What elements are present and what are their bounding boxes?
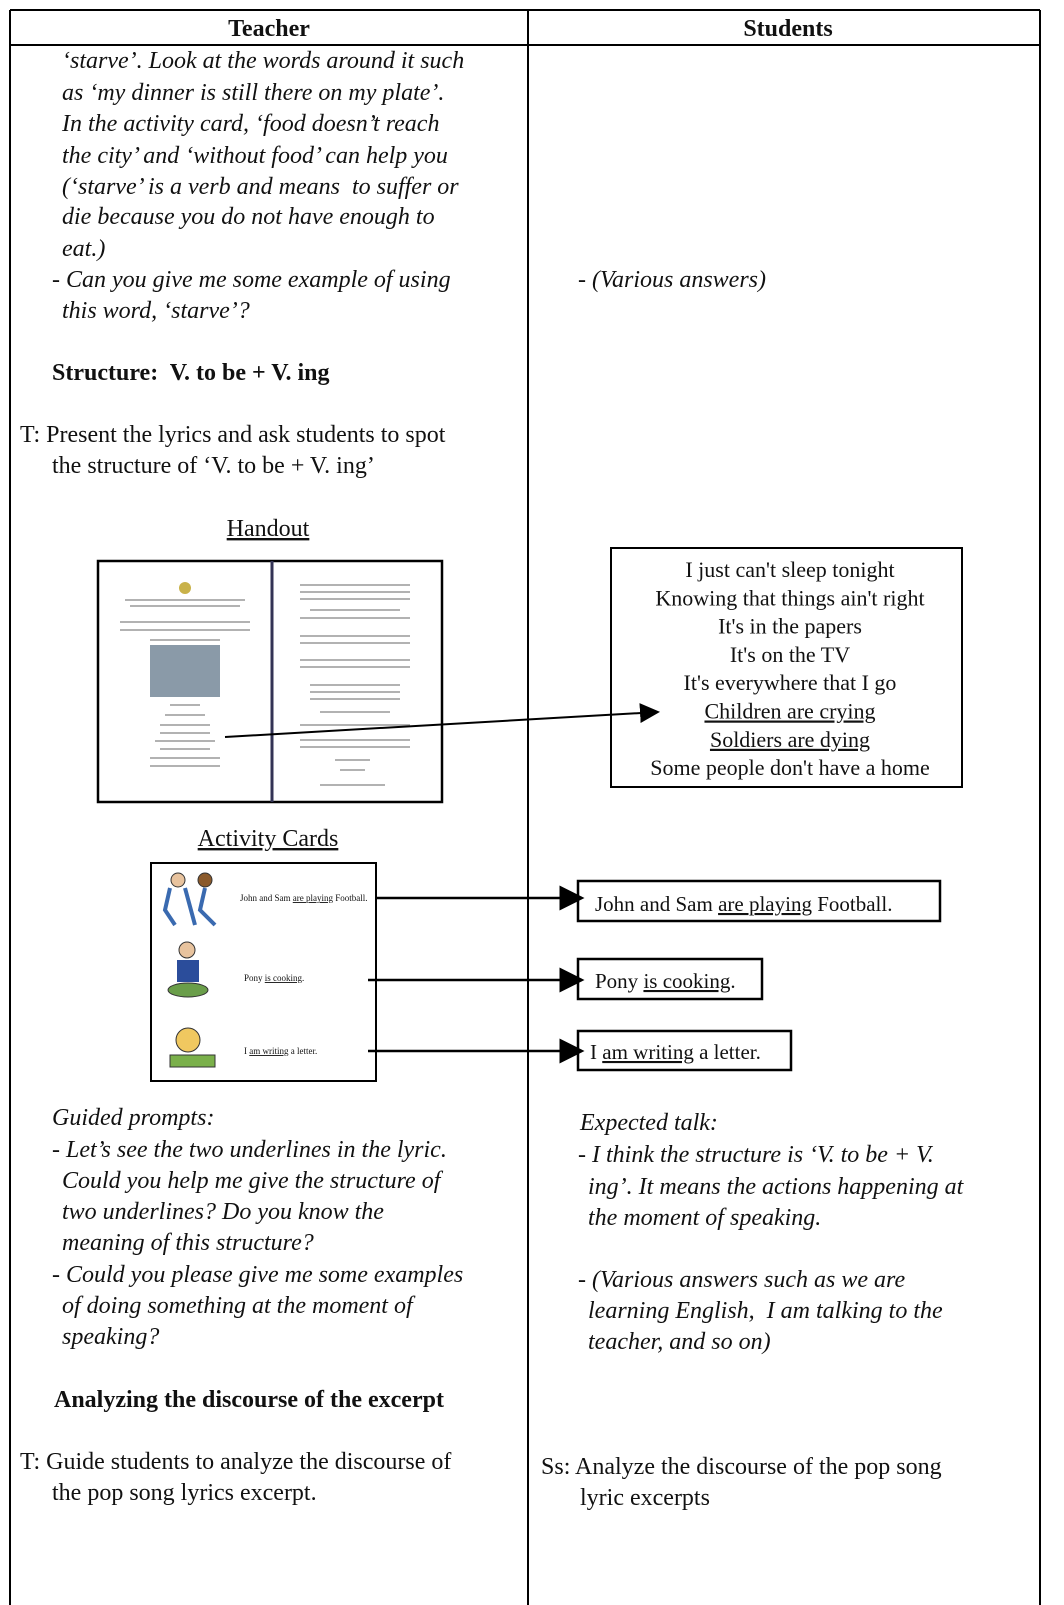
answer-text: Pony is cooking. xyxy=(595,969,736,993)
text-line: the moment of speaking. xyxy=(588,1205,821,1231)
text-line: the pop song lyrics excerpt. xyxy=(52,1480,317,1506)
text-line: I just can't sleep tonight xyxy=(685,557,894,582)
text-segment: is cooking xyxy=(265,973,303,983)
text-line: ing’. It means the actions happening at xyxy=(588,1174,965,1200)
text-line: - (Various answers such as we are xyxy=(578,1267,905,1293)
text-line: Children are crying xyxy=(704,699,875,724)
text-line: of doing something at the moment of xyxy=(62,1293,416,1319)
card-text: I am writing a letter. xyxy=(244,1046,317,1056)
text-line: It's everywhere that I go xyxy=(684,670,897,695)
text-line: (‘starve’ is a verb and means to suffer … xyxy=(62,174,459,200)
text-segment: John and Sam xyxy=(240,893,293,903)
text-segment: am writing xyxy=(249,1046,289,1056)
text-line: Activity Cards xyxy=(198,826,339,852)
text-line: Ss: Analyze the discourse of the pop son… xyxy=(541,1454,942,1480)
text-line: meaning of this structure? xyxy=(62,1230,314,1256)
text-segment: a letter. xyxy=(289,1046,318,1056)
text-line: learning English, I am talking to the xyxy=(588,1298,943,1324)
text-line: the structure of ‘V. to be + V. ing’ xyxy=(52,453,375,479)
text-segment: I xyxy=(590,1040,602,1064)
text-line: this word, ‘starve’? xyxy=(62,298,250,324)
text-segment: Pony xyxy=(244,973,265,983)
arrow xyxy=(224,703,660,738)
handout-thumbnail xyxy=(96,559,444,804)
text-line: It's in the papers xyxy=(718,614,862,639)
text-line: speaking? xyxy=(62,1324,159,1350)
text-line: Knowing that things ain't right xyxy=(655,585,924,610)
text-line: the city’ and ‘without food’ can help yo… xyxy=(62,143,448,169)
card-text: John and Sam are playing Football. xyxy=(240,893,368,903)
text-line: - I think the structure is ‘V. to be + V… xyxy=(578,1142,934,1168)
text-line: Structure: V. to be + V. ing xyxy=(52,360,330,386)
text-line: Analyzing the discourse of the excerpt xyxy=(54,1387,444,1413)
text-line: Guided prompts: xyxy=(52,1105,214,1131)
text-line: Teacher xyxy=(228,16,310,42)
text-segment: . xyxy=(302,973,304,983)
answer-text: John and Sam are playing Football. xyxy=(595,892,892,916)
answer-text: I am writing a letter. xyxy=(590,1040,761,1064)
text-line: Expected talk: xyxy=(579,1110,718,1136)
text-line: Handout xyxy=(227,516,310,542)
activity-cards xyxy=(150,862,377,1082)
text-segment: am writing xyxy=(602,1040,694,1064)
text-line: teacher, and so on) xyxy=(588,1329,771,1355)
text-line: T: Guide students to analyze the discour… xyxy=(20,1449,451,1475)
text-segment: Football. xyxy=(333,893,368,903)
text-line: - Can you give me some example of using xyxy=(52,267,451,293)
text-segment: Football. xyxy=(812,892,893,916)
table-frame xyxy=(9,9,1041,1605)
text-line: - (Various answers) xyxy=(578,267,766,293)
card-arrows xyxy=(368,885,585,1064)
text-line: T: Present the lyrics and ask students t… xyxy=(20,422,446,448)
text-line: Soldiers are dying xyxy=(710,727,870,752)
text-segment: John and Sam xyxy=(595,892,718,916)
text-line: Some people don't have a home xyxy=(650,755,930,780)
card-text: Pony is cooking. xyxy=(244,973,304,983)
text-line: It's on the TV xyxy=(730,642,850,667)
text-segment: are playing xyxy=(293,893,334,903)
answer-boxes xyxy=(576,879,942,1072)
text-line: die because you do not have enough to xyxy=(62,204,435,230)
text-segment: is cooking xyxy=(643,969,730,993)
text-line: two underlines? Do you know the xyxy=(62,1199,384,1225)
text-line: Students xyxy=(743,16,832,42)
text-line: as ‘my dinner is still there on my plate… xyxy=(62,80,444,106)
text-line: - Could you please give me some examples xyxy=(52,1262,463,1288)
text-segment: a letter. xyxy=(694,1040,761,1064)
text-line: ‘starve’. Look at the words around it su… xyxy=(62,48,464,74)
text-segment: Pony xyxy=(595,969,643,993)
lyrics-box xyxy=(610,547,963,788)
text-line: lyric excerpts xyxy=(580,1485,710,1511)
text-segment: . xyxy=(730,969,735,993)
text-segment: I xyxy=(244,1046,249,1056)
text-line: Could you help me give the structure of xyxy=(62,1168,444,1194)
text-line: In the activity card, ‘food doesn’t reac… xyxy=(61,111,439,137)
text-line: - Let’s see the two underlines in the ly… xyxy=(52,1137,447,1163)
text-line: eat.) xyxy=(62,236,105,262)
text-segment: are playing xyxy=(718,892,812,916)
